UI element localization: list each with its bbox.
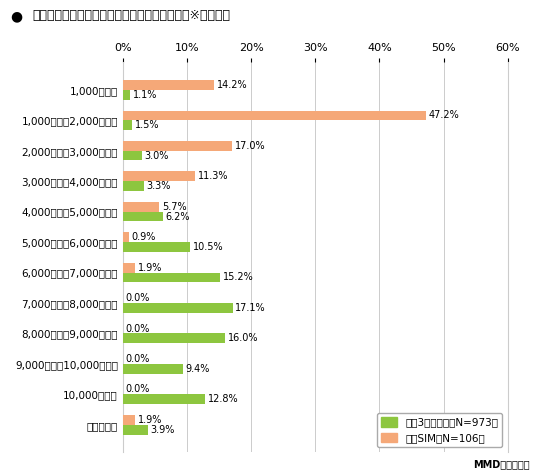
Text: 0.0%: 0.0% [125,293,150,303]
Bar [123,211,163,221]
Text: 1.9%: 1.9% [137,415,162,425]
Text: 1.9%: 1.9% [137,263,162,273]
Text: 3.9%: 3.9% [150,425,175,435]
Bar [123,171,195,181]
Text: 9.4%: 9.4% [186,364,210,374]
Bar [123,242,190,252]
Text: 1.5%: 1.5% [135,120,159,130]
Text: 11.3%: 11.3% [198,171,228,181]
Bar [123,364,183,374]
Bar [123,303,233,313]
Bar [123,415,135,425]
Bar [123,425,148,435]
Text: 47.2%: 47.2% [428,110,459,120]
Text: 10.5%: 10.5% [193,242,224,252]
Bar [123,263,135,272]
Text: 16.0%: 16.0% [228,333,258,343]
Bar [123,90,130,100]
Text: 0.0%: 0.0% [125,354,150,364]
Text: 0.0%: 0.0% [125,385,150,395]
Text: 14.2%: 14.2% [217,80,247,90]
Text: 6.2%: 6.2% [165,211,190,221]
Text: 12.8%: 12.8% [208,394,238,404]
Text: 0.9%: 0.9% [131,232,156,242]
Text: 0.0%: 0.0% [125,324,150,334]
Text: 17.1%: 17.1% [235,303,266,313]
Bar [123,395,205,404]
Bar [123,120,133,130]
Bar [123,232,128,242]
Text: 1.1%: 1.1% [133,90,157,100]
Text: MMD研究所調べ: MMD研究所調べ [473,460,530,470]
Bar [123,272,220,282]
Text: 3.3%: 3.3% [147,181,171,191]
Text: 3.0%: 3.0% [144,151,169,160]
Bar [123,110,425,120]
Text: ●: ● [11,9,23,24]
Bar [123,333,225,343]
Bar [123,141,232,151]
Bar [123,80,214,90]
Text: 現在支払っているスマートフォンの月額料金　※利用者別: 現在支払っているスマートフォンの月額料金 ※利用者別 [32,9,230,23]
Text: 5.7%: 5.7% [162,202,187,212]
Bar [123,151,142,160]
Text: 15.2%: 15.2% [223,272,254,282]
Text: 17.0%: 17.0% [234,141,265,151]
Bar [123,181,144,191]
Bar [123,202,159,211]
Legend: 大手3キャリア（N=973）, 格安SIM（N=106）: 大手3キャリア（N=973）, 格安SIM（N=106） [377,413,502,447]
